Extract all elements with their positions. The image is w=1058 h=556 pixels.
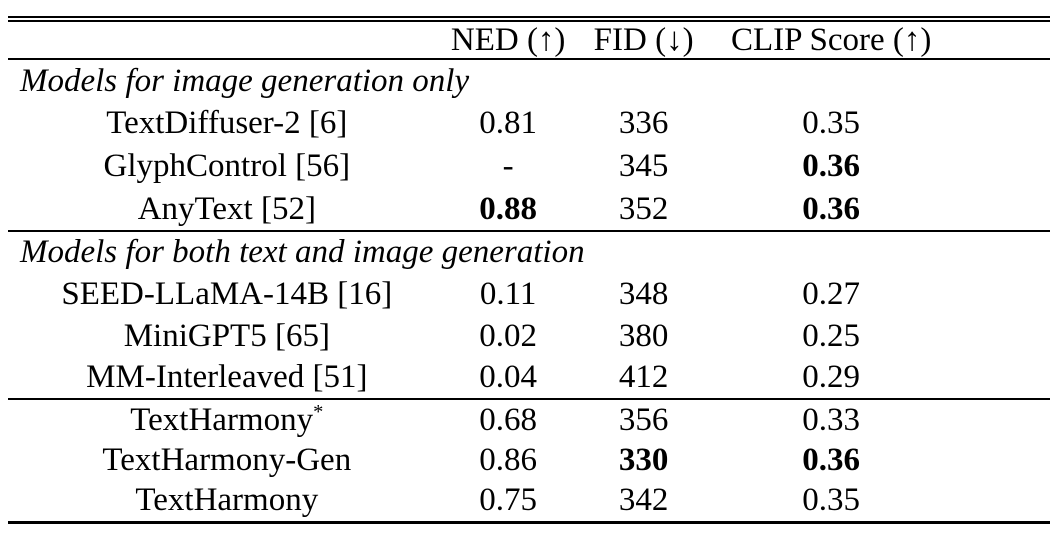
cell-ned: 0.68 <box>479 401 538 438</box>
table-row: SEED-LLaMA-14B [16] 0.11 348 0.27 <box>8 273 1050 315</box>
cell-fid: 356 <box>618 401 669 438</box>
cell-clip: 0.29 <box>802 359 861 395</box>
header-ned: NED (↑) <box>450 21 566 58</box>
cell-model-name: TextHarmony-Gen <box>102 442 352 478</box>
cell-clip: 0.36 <box>802 148 861 184</box>
cell-ned: 0.88 <box>479 190 538 227</box>
cell-ned: - <box>502 148 514 184</box>
cell-clip: 0.36 <box>802 190 861 227</box>
cell-clip: 0.33 <box>802 401 861 438</box>
cell-fid: 348 <box>618 275 669 312</box>
table-row: TextHarmony* 0.68 356 0.33 <box>8 399 1050 440</box>
section-textharmony-variants: TextHarmony* 0.68 356 0.33 TextHarmony-G… <box>8 399 1050 522</box>
section-title-row: Models for both text and image generatio… <box>8 231 1050 273</box>
table-header: NED (↑) FID (↓) CLIP Score (↑) <box>8 19 1050 59</box>
cell-ned: 0.81 <box>479 105 538 141</box>
section-text-and-image-generation: Models for both text and image generatio… <box>8 231 1050 399</box>
cell-clip: 0.36 <box>802 442 861 478</box>
section-title: Models for image generation only <box>20 62 470 99</box>
cell-fid: 336 <box>618 105 669 141</box>
cell-fid: 380 <box>618 317 669 354</box>
section-title-row: Models for image generation only <box>8 59 1050 102</box>
results-table: NED (↑) FID (↓) CLIP Score (↑) Models fo… <box>8 16 1050 524</box>
table-row: MiniGPT5 [65] 0.02 380 0.25 <box>8 315 1050 357</box>
cell-fid: 330 <box>618 442 669 478</box>
cell-clip: 0.27 <box>802 275 861 312</box>
cell-model-name: MM-Interleaved [51] <box>86 359 368 395</box>
cell-model-name: TextDiffuser-2 [6] <box>106 105 348 141</box>
header-row: NED (↑) FID (↓) CLIP Score (↑) <box>8 19 1050 59</box>
cell-model-name: SEED-LLaMA-14B [16] <box>61 275 393 312</box>
section-title: Models for both text and image generatio… <box>20 234 585 270</box>
cell-fid: 342 <box>618 482 669 519</box>
cell-model-name: MiniGPT5 [65] <box>123 317 330 354</box>
cell-ned: 0.11 <box>479 275 537 312</box>
cell-ned: 0.75 <box>479 482 538 519</box>
cell-ned: 0.86 <box>479 442 538 478</box>
cell-ned: 0.04 <box>479 359 538 395</box>
table-row: TextDiffuser-2 [6] 0.81 336 0.35 <box>8 102 1050 145</box>
cell-model-name: TextHarmony* <box>8 399 446 440</box>
header-fid: FID (↓) <box>593 21 694 58</box>
cell-model-name: TextHarmony <box>135 482 319 519</box>
model-name-text: TextHarmony <box>130 401 314 438</box>
cell-fid: 345 <box>618 148 669 184</box>
cell-fid: 352 <box>618 190 669 227</box>
header-model-column <box>8 19 446 59</box>
cell-clip: 0.25 <box>802 317 861 354</box>
asterisk-superscript: * <box>313 400 324 423</box>
cell-fid: 412 <box>618 359 669 395</box>
cell-clip: 0.35 <box>802 482 861 519</box>
cell-model-name: GlyphControl [56] <box>103 148 351 184</box>
table-row: GlyphControl [56] - 345 0.36 <box>8 145 1050 188</box>
cell-clip: 0.35 <box>802 105 861 141</box>
header-filler <box>946 19 1050 59</box>
cell-ned: 0.02 <box>479 317 538 354</box>
table-row: TextHarmony-Gen 0.86 330 0.36 <box>8 440 1050 481</box>
section-image-generation-only: Models for image generation only TextDif… <box>8 59 1050 231</box>
table-row: MM-Interleaved [51] 0.04 412 0.29 <box>8 357 1050 399</box>
cell-model-name: AnyText [52] <box>137 190 316 227</box>
header-clip-score: CLIP Score (↑) <box>730 21 932 58</box>
table-row: AnyText [52] 0.88 352 0.36 <box>8 188 1050 231</box>
table-row: TextHarmony 0.75 342 0.35 <box>8 481 1050 522</box>
